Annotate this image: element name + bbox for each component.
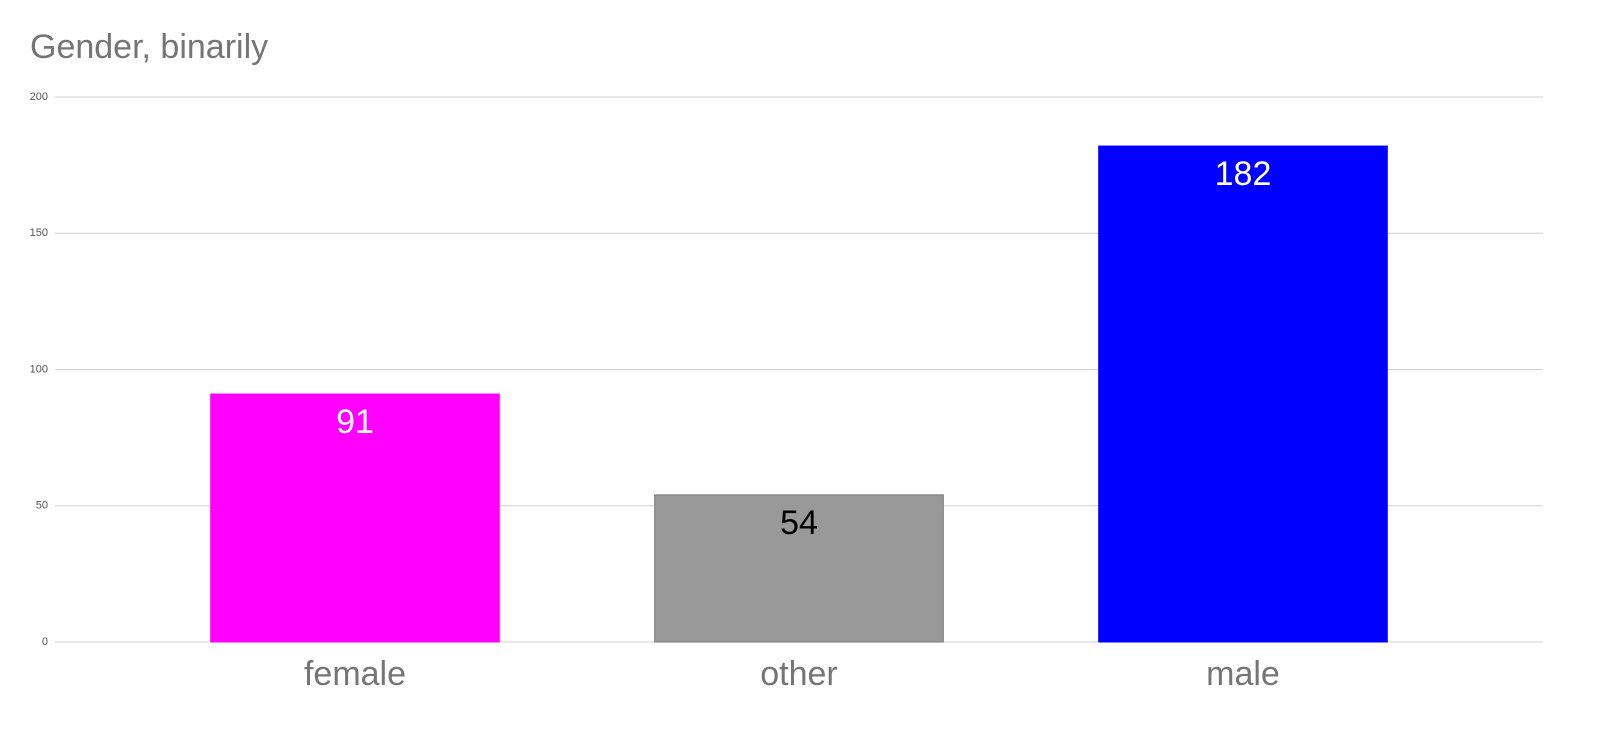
x-tick-label: other bbox=[760, 655, 838, 693]
data-label: 54 bbox=[780, 504, 818, 542]
x-tick-label: male bbox=[1206, 655, 1280, 693]
y-tick-label: 100 bbox=[30, 363, 48, 375]
chart-title: Gender, binarily bbox=[30, 28, 268, 66]
y-tick-label: 200 bbox=[30, 91, 48, 103]
bar bbox=[210, 393, 500, 643]
data-label: 91 bbox=[336, 403, 374, 441]
bar bbox=[1098, 145, 1388, 643]
bar bbox=[654, 494, 944, 643]
x-tick-label: female bbox=[304, 655, 406, 693]
y-tick-label: 0 bbox=[42, 636, 48, 648]
y-tick-label: 50 bbox=[36, 500, 48, 512]
y-tick-label: 150 bbox=[30, 227, 48, 239]
data-label: 182 bbox=[1215, 155, 1272, 193]
